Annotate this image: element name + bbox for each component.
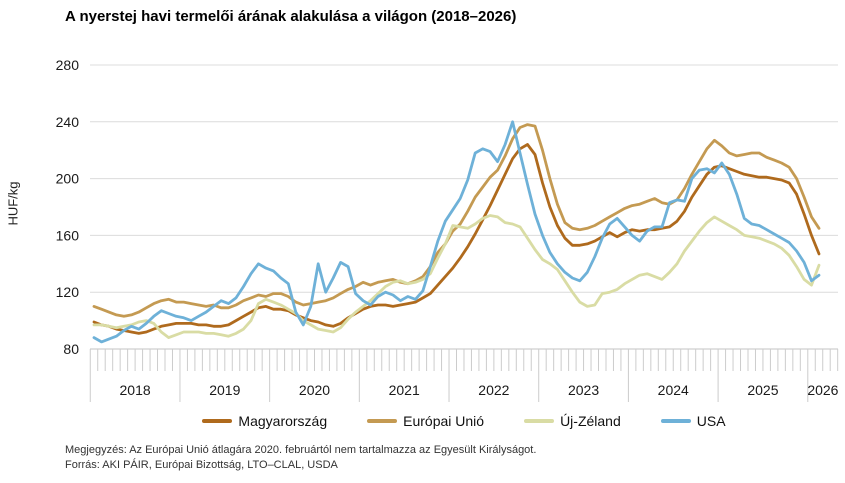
year-label-2023: 2023 <box>568 382 599 398</box>
chart-title: A nyerstej havi termelői árának alakulás… <box>65 8 517 25</box>
legend-label-magyarorszag: Magyarország <box>238 413 328 429</box>
chart-legend: Magyarország Európai Unió Új-Zéland USA <box>90 408 838 434</box>
year-label-2020: 2020 <box>299 382 330 398</box>
legend-item-europai-unio: Európai Unió <box>367 413 484 429</box>
legend-swatch-europai-unio <box>367 419 398 423</box>
legend-label-uj-zeland: Új-Zéland <box>560 413 621 429</box>
y-tick-label-160: 160 <box>56 227 80 243</box>
year-label-2019: 2019 <box>209 382 240 398</box>
series-line-Új-Zéland <box>92 214 821 340</box>
year-label-2025: 2025 <box>747 382 778 398</box>
year-label-2018: 2018 <box>120 382 151 398</box>
y-tick-label-200: 200 <box>56 171 80 187</box>
chart-plot-area: 280 240 200 160 120 80 2018 2019 2020 2021 2022 202… <box>56 57 839 402</box>
legend-swatch-magyarorszag <box>202 419 233 423</box>
chart-notes: Megjegyzés: Az Európai Unió átlagára 202… <box>65 443 536 473</box>
legend-label-usa: USA <box>696 413 726 429</box>
y-tick-label-80: 80 <box>63 341 79 357</box>
source-line: Forrás: AKI PÁIR, Európai Bizottság, LTO… <box>65 459 338 471</box>
legend-swatch-uj-zeland <box>524 419 555 423</box>
series-line-USA <box>92 120 821 344</box>
legend-item-usa: USA <box>660 413 726 429</box>
legend-item-uj-zeland: Új-Zéland <box>524 413 621 429</box>
y-tick-label-240: 240 <box>56 114 80 130</box>
y-tick-label-120: 120 <box>56 284 80 300</box>
year-label-2022: 2022 <box>478 382 509 398</box>
y-tick-label-280: 280 <box>56 57 80 73</box>
legend-swatch-usa <box>660 419 691 423</box>
legend-label-europai-unio: Európai Unió <box>403 413 485 429</box>
year-label-2021: 2021 <box>389 382 420 398</box>
year-label-2024: 2024 <box>658 382 689 398</box>
legend-item-magyarorszag: Magyarország <box>202 413 327 429</box>
year-label-2026: 2026 <box>807 382 838 398</box>
series-line-Magyarország <box>92 143 821 335</box>
note-line: Megjegyzés: Az Európai Unió átlagára 202… <box>65 444 537 456</box>
